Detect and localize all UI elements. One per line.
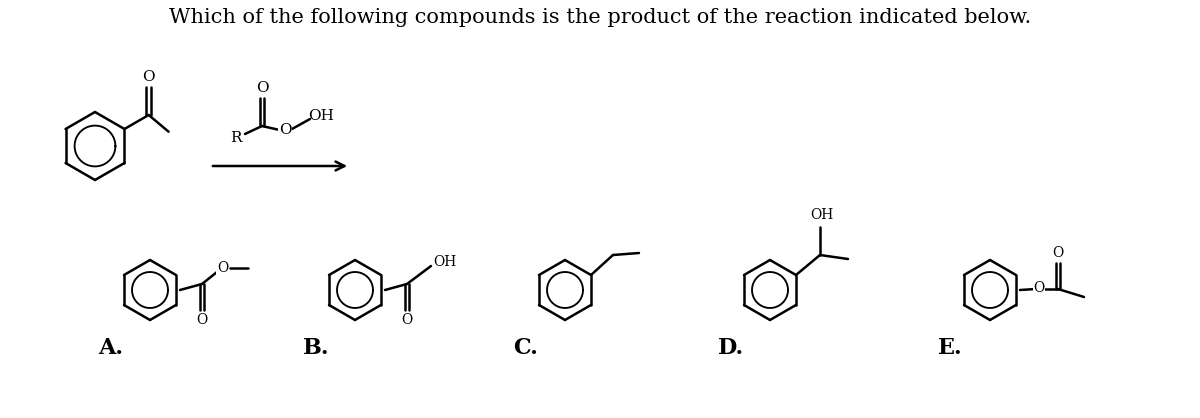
Text: OH: OH [433, 255, 457, 269]
Text: O: O [143, 70, 155, 84]
Text: Which of the following compounds is the product of the reaction indicated below.: Which of the following compounds is the … [169, 8, 1031, 27]
Text: O: O [1033, 281, 1045, 295]
Text: O: O [217, 260, 228, 275]
Text: A.: A. [98, 337, 124, 359]
Text: D.: D. [718, 337, 744, 359]
Text: R: R [230, 131, 241, 145]
Text: O: O [1052, 246, 1063, 260]
Text: OH: OH [810, 208, 834, 222]
Text: O: O [278, 123, 292, 137]
Text: B.: B. [302, 337, 330, 359]
Text: O: O [401, 313, 413, 327]
Text: C.: C. [514, 337, 538, 359]
Text: O: O [197, 313, 208, 327]
Text: O: O [256, 81, 269, 95]
Text: OH: OH [308, 109, 334, 123]
Text: E.: E. [938, 337, 962, 359]
